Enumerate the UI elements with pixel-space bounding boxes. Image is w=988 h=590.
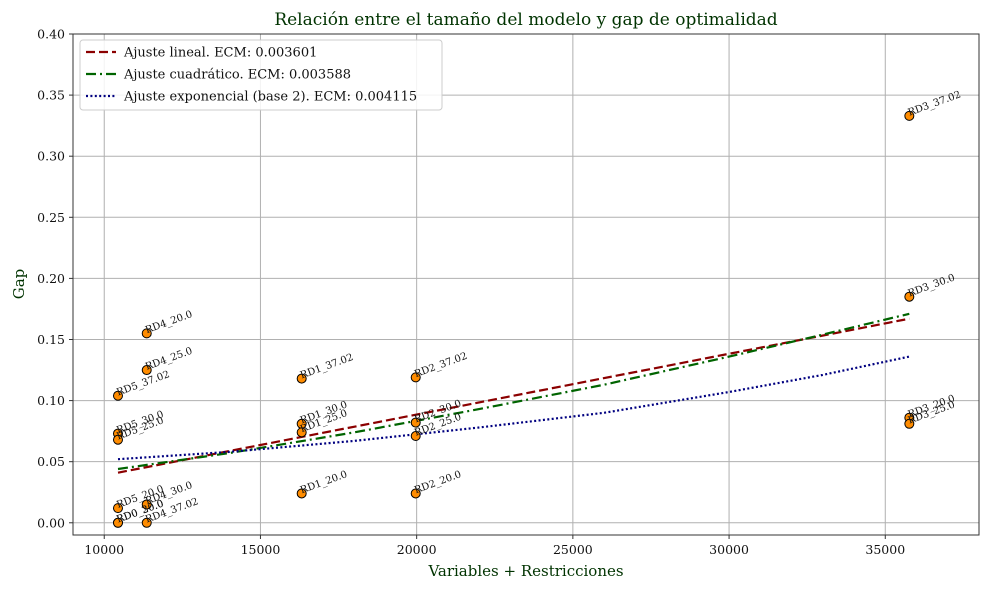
data-point [296, 488, 307, 499]
legend-entry: Ajuste exponencial (base 2). ECM: 0.0041… [123, 90, 417, 105]
point-label: RD1_20.0 [299, 469, 349, 496]
y-tick-label: 0.15 [37, 332, 65, 347]
fit-line-3 [117, 355, 910, 461]
y-tick-label: 0.40 [37, 27, 65, 42]
x-axis-ticks: 10000 15000 20000 25000 30000 35000 [84, 535, 905, 557]
data-point [296, 373, 307, 384]
fit-lines [117, 312, 910, 474]
y-axis-label: Gap [10, 269, 28, 300]
point-label: RD2_20.0 [413, 469, 463, 496]
y-tick-label: 0.25 [37, 210, 65, 225]
legend: Ajuste lineal. ECM: 0.003601 Ajuste cuadr… [79, 39, 443, 111]
data-point [410, 431, 421, 442]
point-label: RD4_25.0 [144, 346, 194, 373]
y-axis-ticks: 0.00 0.05 0.10 0.15 0.20 0.25 0.30 0.35 0.40 [37, 27, 73, 530]
data-point [141, 328, 152, 339]
legend-box [79, 39, 443, 111]
data-point [141, 365, 152, 376]
y-tick-label: 0.05 [37, 454, 65, 469]
x-tick-label: 30000 [709, 542, 749, 557]
fit-line-1 [117, 317, 910, 474]
legend-entry: Ajuste cuadrático. ECM: 0.003588 [123, 68, 351, 83]
point-label: RD3_37.02 [907, 89, 963, 118]
data-point [904, 110, 915, 121]
point-label: RD2_37.02 [413, 351, 469, 380]
x-tick-label: 10000 [84, 542, 124, 557]
y-tick-label: 0.30 [37, 149, 65, 164]
y-tick-label: 0.00 [37, 515, 65, 530]
data-point [904, 418, 915, 429]
data-point [296, 427, 307, 438]
x-tick-label: 25000 [553, 542, 593, 557]
data-point [112, 517, 123, 528]
data-point [112, 390, 123, 401]
x-tick-label: 35000 [865, 542, 905, 557]
data-point [112, 434, 123, 445]
y-tick-label: 0.20 [37, 271, 65, 286]
y-tick-label: 0.10 [37, 393, 65, 408]
plot-frame [72, 33, 980, 536]
data-point [112, 503, 123, 514]
x-axis-label: Variables + Restricciones [427, 562, 623, 580]
x-tick-label: 20000 [397, 542, 437, 557]
data-point [410, 372, 421, 383]
y-tick-label: 0.35 [37, 88, 65, 103]
fit-line-2 [117, 312, 910, 471]
legend-entry: Ajuste lineal. ECM: 0.003601 [123, 46, 317, 61]
point-label: RD4_20.0 [144, 309, 194, 336]
data-point [410, 417, 421, 428]
data-point [904, 291, 915, 302]
x-tick-label: 15000 [241, 542, 281, 557]
point-label: RD1_37.02 [299, 352, 355, 381]
point-label: RD3_30.0 [907, 272, 957, 299]
data-point [410, 488, 421, 499]
chart-title: Relación entre el tamaño del modelo y ga… [274, 10, 777, 30]
grid-lines [73, 33, 979, 535]
data-point [141, 517, 152, 528]
data-point [141, 499, 152, 510]
